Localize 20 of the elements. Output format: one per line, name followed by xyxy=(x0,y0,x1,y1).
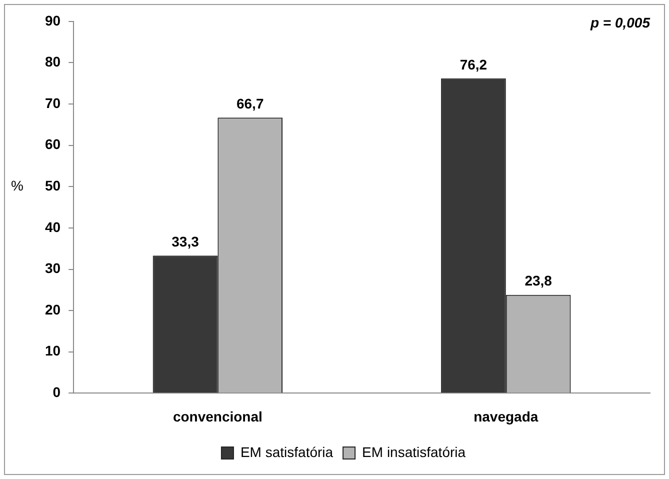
data-label: 23,8 xyxy=(524,272,552,289)
y-tick-label: 0 xyxy=(52,384,61,400)
y-tick-label: 30 xyxy=(44,260,61,276)
data-label: 66,7 xyxy=(236,96,264,112)
y-tick-label: 60 xyxy=(44,136,61,152)
x-tick-label: convencional xyxy=(172,408,262,424)
y-tick-label: 50 xyxy=(44,178,61,194)
data-label: 33,3 xyxy=(172,233,200,250)
y-tick-label: 40 xyxy=(44,218,61,235)
x-tick-label: navegada xyxy=(474,408,538,424)
y-tick-label: 10 xyxy=(44,342,61,359)
y-tick-label: 80 xyxy=(44,54,61,70)
legend-label: EM satisfatória xyxy=(240,444,334,460)
annotation: p = 0,005 xyxy=(589,14,650,30)
y-tick-label: 70 xyxy=(44,94,61,111)
y-tick-label: 90 xyxy=(44,12,61,28)
data-label: 76,2 xyxy=(460,56,488,72)
y-tick-label: 20 xyxy=(44,301,61,318)
legend-label: EM insatisfatória xyxy=(362,444,466,460)
y-axis-title: % xyxy=(11,178,24,194)
